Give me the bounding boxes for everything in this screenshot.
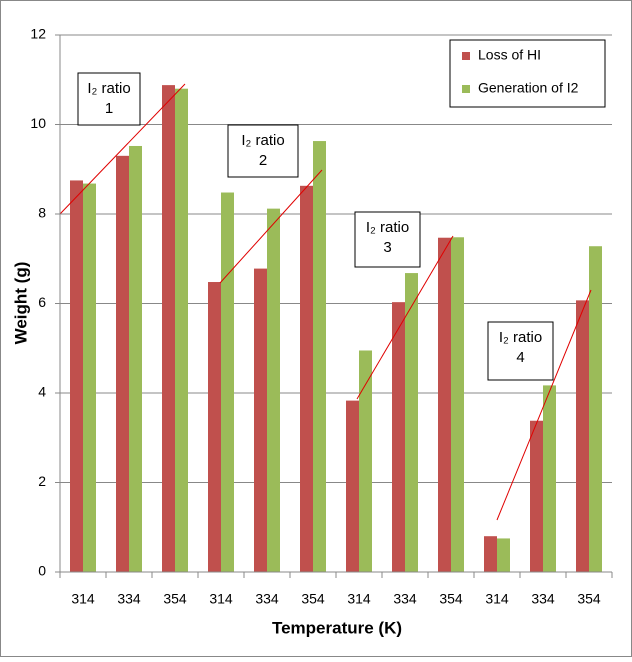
- bar: [392, 302, 405, 572]
- x-axis-label: Temperature (K): [272, 618, 402, 637]
- bar: [543, 385, 556, 572]
- bar: [497, 538, 510, 572]
- trend-line: [59, 83, 186, 215]
- trend-line: [219, 169, 323, 284]
- bar: [221, 192, 234, 572]
- annotation-text: I₂ ratio: [87, 80, 130, 97]
- annotation-text: 3: [383, 239, 391, 256]
- legend-swatch: [462, 85, 470, 93]
- trend-line: [356, 235, 454, 400]
- x-tick-label: 354: [163, 591, 187, 607]
- annotation-box: [354, 211, 421, 268]
- legend-swatch: [462, 52, 470, 60]
- annotations: I₂ ratio 1 I₂ ratio 2 I₂ ratio 3 I₂ ratio 4: [77, 72, 554, 381]
- legend: Loss of HI Generation of I2: [449, 39, 606, 108]
- bar: [116, 155, 129, 572]
- bar: [254, 268, 267, 572]
- bar: [83, 183, 96, 572]
- y-axis-label: Weight (g): [11, 262, 30, 345]
- x-tick-label: 314: [347, 591, 371, 607]
- bar: [451, 237, 464, 572]
- annotation-box: [227, 124, 299, 178]
- bar: [208, 282, 221, 572]
- annotation-text: 2: [259, 152, 267, 169]
- y-tick-label: 2: [38, 473, 46, 489]
- x-tick-label: 334: [393, 591, 417, 607]
- x-tick-label: 314: [485, 591, 509, 607]
- bar: [313, 141, 326, 572]
- x-tick-label: 314: [209, 591, 233, 607]
- bar: [576, 300, 589, 572]
- bar: [359, 350, 372, 572]
- y-tick-label: 4: [38, 384, 46, 400]
- bar: [405, 273, 418, 572]
- x-tick-label: 354: [577, 591, 601, 607]
- bar: [129, 145, 142, 573]
- y-tick-label: 10: [30, 115, 46, 131]
- trend-line: [496, 289, 592, 521]
- y-tick-label: 0: [38, 563, 46, 579]
- bar: [267, 208, 280, 572]
- bar: [346, 400, 359, 572]
- bars: [70, 85, 602, 573]
- bar: [175, 88, 188, 572]
- x-tick-label: 334: [117, 591, 141, 607]
- annotation-box: [77, 72, 141, 126]
- x-tick-label: 314: [71, 591, 95, 607]
- trend-lines: [59, 83, 592, 521]
- y-tick-label: 12: [30, 26, 46, 42]
- legend-box: [449, 39, 606, 108]
- annotation-box: [487, 321, 554, 381]
- bar: [484, 536, 497, 572]
- annotation-text: 1: [105, 100, 113, 117]
- x-tick-label: 354: [439, 591, 463, 607]
- x-tick-label: 334: [255, 591, 279, 607]
- x-tick-label: 334: [531, 591, 555, 607]
- bar: [70, 180, 83, 572]
- bar: [438, 237, 451, 572]
- x-tick-label: 354: [301, 591, 325, 607]
- bar: [300, 185, 313, 572]
- annotation-text: I₂ ratio: [366, 219, 409, 236]
- legend-label: Generation of I2: [478, 80, 579, 96]
- y-tick-label: 8: [38, 205, 46, 221]
- bar: [589, 246, 602, 572]
- legend-label: Loss of HI: [478, 47, 541, 63]
- bar: [162, 85, 175, 573]
- y-tick-label: 6: [38, 294, 46, 310]
- annotation-text: I₂ ratio: [499, 329, 542, 346]
- annotation-text: I₂ ratio: [241, 132, 284, 149]
- bar: [530, 420, 543, 572]
- annotation-text: 4: [516, 349, 524, 366]
